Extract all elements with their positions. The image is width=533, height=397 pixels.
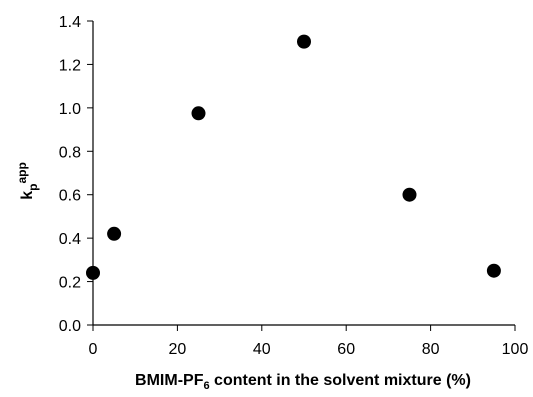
x-tick-label: 0	[89, 341, 98, 358]
y-axis-title-main: k	[19, 191, 36, 200]
x-tick-label: 100	[502, 341, 529, 358]
x-tick-label: 80	[422, 341, 440, 358]
y-tick-label: 1.2	[59, 57, 81, 74]
y-tick-label: 0.4	[59, 231, 81, 248]
data-point	[486, 263, 501, 278]
x-axis-title-main: BMIM-PF	[135, 372, 204, 389]
data-point	[86, 265, 100, 280]
data-point	[297, 34, 311, 49]
y-tick-label: 0.0	[59, 318, 81, 335]
data-point	[191, 106, 206, 121]
y-tick-label: 1.0	[59, 101, 81, 118]
y-tick-label: 0.8	[59, 144, 81, 161]
data-point	[402, 187, 417, 202]
y-tick-label: 1.4	[59, 14, 81, 31]
x-axis-title-subscript: 6	[203, 380, 209, 392]
data-point	[107, 226, 122, 241]
x-tick-label: 60	[337, 341, 355, 358]
y-tick-label: 0.2	[59, 275, 81, 292]
y-tick-label: 0.6	[59, 188, 81, 205]
y-axis-title-superscript: app	[15, 162, 29, 183]
x-tick-label: 20	[169, 341, 187, 358]
y-axis-title-subscript: p	[26, 184, 40, 191]
x-axis-title-rest: content in the solvent mixture (%)	[210, 372, 471, 389]
x-axis-title: BMIM-PF6 content in the solvent mixture …	[135, 372, 471, 392]
y-axis-title: kpapp	[15, 162, 40, 200]
x-tick-label: 40	[253, 341, 271, 358]
plot-area: 0.0 0.2 0.4 0.6 0.8 1.0 1.2 1.4 0 20 40 60 80 100	[59, 14, 529, 358]
